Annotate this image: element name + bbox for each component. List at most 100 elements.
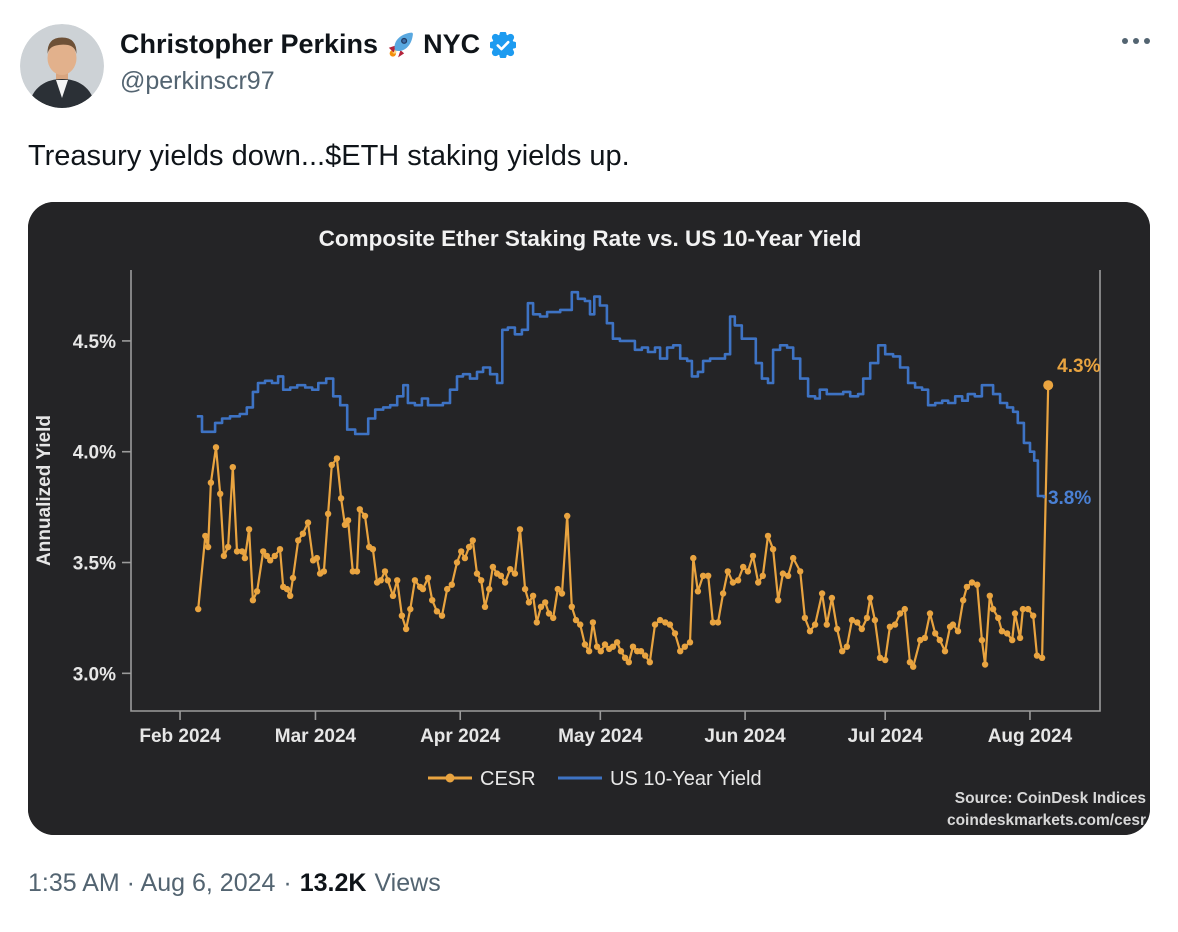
cesr-marker — [384, 577, 391, 584]
cesr-marker — [511, 570, 519, 578]
chart-media[interactable]: Composite Ether Staking Rate vs. US 10-Y… — [28, 202, 1150, 836]
cesr-marker — [998, 628, 1006, 635]
cesr-marker — [709, 619, 717, 626]
cesr-marker — [481, 603, 489, 611]
tweet: Christopher Perkins NYC — [0, 0, 1178, 898]
cesr-marker — [740, 564, 747, 571]
cesr-marker — [438, 612, 446, 620]
cesr-marker — [260, 548, 267, 555]
cesr-marker — [714, 619, 722, 626]
cesr-marker — [407, 606, 414, 613]
cesr-marker — [801, 614, 809, 622]
cesr-marker — [424, 575, 432, 582]
cesr-marker — [910, 663, 917, 671]
cesr-marker — [839, 648, 846, 655]
cesr-marker — [344, 517, 352, 524]
cesr-marker — [671, 630, 679, 637]
cesr-marker — [313, 555, 321, 562]
cesr-marker — [968, 579, 976, 586]
cesr-marker — [759, 572, 766, 580]
cesr-marker — [963, 583, 971, 591]
cesr-marker — [986, 592, 993, 600]
cesr-marker — [828, 595, 836, 602]
cesr-marker — [882, 657, 889, 664]
cesr-marker — [402, 626, 410, 633]
cesr-marker — [876, 654, 884, 662]
user-handle[interactable]: @perkinscr97 — [120, 66, 275, 95]
cesr-marker — [521, 586, 529, 593]
cesr-marker — [1043, 380, 1054, 391]
cesr-marker — [558, 590, 566, 597]
cesr-marker — [389, 592, 397, 600]
tweet-header: Christopher Perkins NYC — [0, 0, 1178, 108]
cesr-marker — [699, 572, 707, 580]
cesr-marker — [833, 626, 841, 633]
x-tick-label: Mar 2024 — [275, 726, 357, 747]
cesr-marker — [921, 634, 929, 642]
y-tick-label: 4.5% — [73, 332, 116, 353]
display-name-row[interactable]: Christopher Perkins NYC — [120, 29, 517, 60]
cesr-marker — [690, 555, 697, 562]
display-name-location[interactable]: NYC — [423, 29, 481, 59]
avatar[interactable] — [20, 24, 104, 108]
x-tick-label: May 2024 — [558, 726, 643, 747]
cesr-marker — [238, 548, 246, 555]
cesr-marker — [1030, 612, 1037, 620]
cesr-marker — [989, 606, 997, 613]
x-tick-label: Aug 2024 — [988, 726, 1073, 747]
cesr-marker — [601, 641, 609, 648]
cesr-marker — [1038, 654, 1046, 662]
cesr-marker — [1019, 606, 1027, 613]
cesr-marker — [241, 555, 249, 562]
display-name[interactable]: Christopher Perkins — [120, 29, 379, 59]
more-dot-icon — [1133, 38, 1139, 44]
cesr-marker — [981, 661, 989, 668]
y-axis-label: Annualized Yield — [34, 415, 55, 566]
cesr-marker — [637, 648, 645, 655]
cesr-marker — [806, 628, 814, 635]
cesr-marker — [863, 614, 871, 622]
cesr-marker — [473, 570, 481, 578]
y-tick-label: 3.5% — [73, 554, 116, 575]
cesr-marker — [1003, 630, 1011, 637]
cesr-marker — [729, 579, 737, 586]
cesr-marker — [501, 579, 509, 586]
user-identity: Christopher Perkins NYC — [120, 24, 517, 96]
cesr-marker — [253, 588, 261, 595]
tweet-meta: 1:35 AM · Aug 6, 2024 · 13.2K Views — [28, 869, 1150, 898]
cesr-marker — [1033, 652, 1041, 660]
cesr-marker — [453, 559, 461, 566]
cesr-marker — [489, 564, 497, 571]
cesr-marker — [577, 621, 584, 629]
more-dot-icon — [1122, 38, 1128, 44]
cesr-marker — [207, 479, 215, 487]
cesr-marker — [666, 621, 674, 629]
cesr-marker — [564, 513, 571, 520]
cesr-marker — [589, 619, 597, 626]
cesr-marker — [609, 643, 617, 651]
timestamp[interactable]: 1:35 AM · Aug 6, 2024 — [28, 869, 276, 898]
cesr-marker — [656, 617, 664, 624]
cesr-marker — [755, 579, 762, 586]
y-tick-label: 3.0% — [73, 665, 116, 686]
cesr-marker — [537, 603, 545, 611]
cesr-marker — [642, 652, 649, 660]
cesr-marker — [629, 643, 637, 651]
cesr-marker — [775, 597, 782, 604]
cesr-marker — [497, 572, 505, 580]
cesr-marker — [585, 648, 593, 655]
cesr-marker — [790, 555, 797, 562]
more-button[interactable] — [1118, 24, 1154, 58]
cesr-marker — [195, 606, 202, 613]
cesr-marker — [429, 597, 436, 604]
cesr-marker — [734, 577, 742, 584]
cesr-marker — [784, 572, 792, 580]
plot-frame — [130, 270, 1101, 713]
cesr-marker — [677, 648, 684, 655]
y-tick-label: 4.0% — [73, 443, 116, 464]
cesr-marker — [233, 548, 241, 555]
verified-badge-icon — [490, 31, 517, 58]
cesr-marker — [394, 577, 401, 584]
cesr-marker — [289, 575, 297, 582]
cesr-marker — [295, 537, 302, 544]
